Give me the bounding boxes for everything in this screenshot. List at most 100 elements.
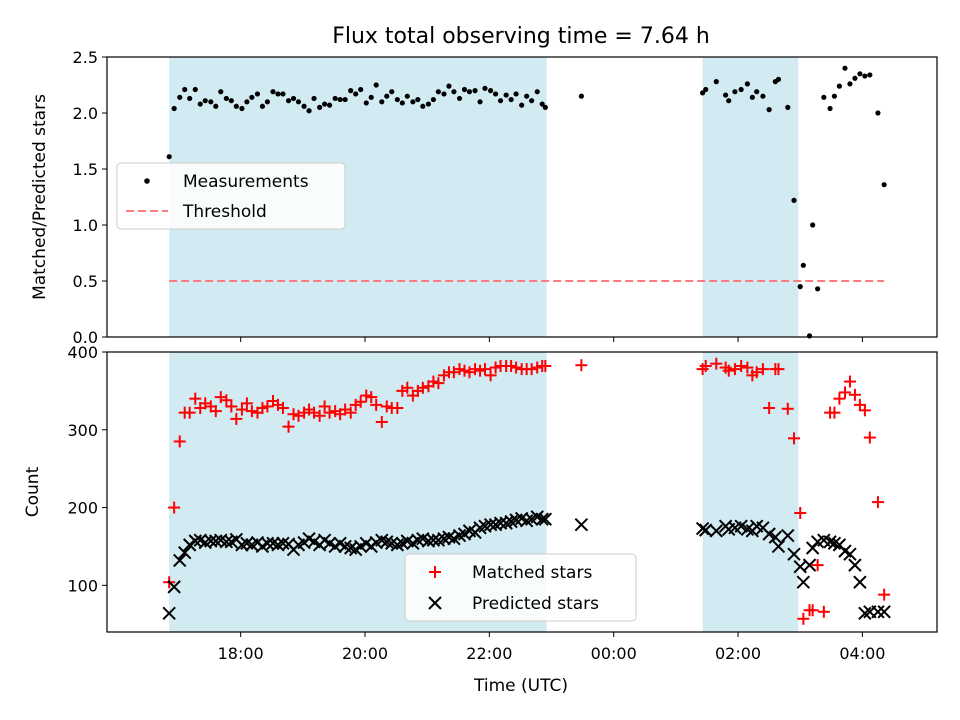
measurement-point [410, 99, 416, 105]
measurement-point [488, 88, 494, 94]
x-tick-label: 18:00 [218, 644, 264, 663]
predicted-stars-point [787, 547, 801, 561]
bottom-panel: 100 200 300 400 18:00 20:00 22:00 00:00 02:00 04:… [23, 343, 938, 696]
measurement-point [700, 90, 706, 96]
predicted-stars-point [858, 606, 872, 621]
bottom-panel-ylabel: Count [23, 466, 43, 517]
measurement-point [881, 182, 887, 188]
matched-stars-point [863, 431, 876, 444]
predicted-stars-point [162, 606, 176, 621]
predicted-stars-point [266, 536, 280, 551]
measurement-point [182, 86, 188, 93]
measurement-point [228, 98, 234, 104]
y-tick-label: 100 [67, 576, 98, 595]
matched-stars-point [878, 588, 891, 601]
matched-stars-point [391, 402, 404, 414]
predicted-stars-point [209, 534, 223, 548]
measurement-point [373, 82, 379, 88]
measurement-point [836, 83, 842, 89]
predicted-stars-point [488, 517, 503, 532]
y-tick-label: 0.5 [73, 272, 98, 291]
measurement-point [332, 95, 338, 102]
matched-stars-point [323, 406, 336, 419]
predicted-stars-point [504, 514, 518, 529]
matched-stars-point [510, 361, 523, 374]
measurement-point [322, 101, 328, 107]
matched-stars-point [245, 405, 258, 418]
predicted-stars-point [574, 517, 589, 532]
measurement-point [821, 94, 827, 100]
measurement-point [177, 94, 183, 100]
predicted-stars-point [271, 538, 285, 552]
matched-stars-point [183, 406, 196, 419]
measurement-point [415, 96, 421, 103]
matched-stars-point [365, 391, 378, 404]
measurement-point [827, 105, 833, 112]
predicted-stars-point [375, 533, 389, 547]
x-axis-label: Time (UTC) [473, 676, 568, 696]
predicted-stars-point [235, 538, 249, 552]
predicted-stars-point [182, 538, 197, 552]
measurement-point [275, 91, 281, 97]
bottom-legend-box [404, 553, 637, 622]
measurement-point [348, 88, 354, 94]
y-tick-label: 400 [67, 343, 98, 362]
measurement-point [744, 81, 750, 87]
measurement-point [249, 94, 255, 100]
x-tick-label: 02:00 [715, 644, 761, 663]
measurement-point [503, 92, 509, 98]
y-tick-label: 2.5 [73, 48, 98, 67]
y-tick-label: 200 [67, 499, 98, 518]
top-panel-frame [106, 56, 938, 338]
matched-stars-point [354, 395, 367, 408]
measurement-point [264, 99, 271, 105]
measurement-point [749, 94, 755, 100]
matched-stars-point [788, 432, 801, 445]
predicted-stars-point [877, 605, 891, 619]
bottom-panel-data [162, 357, 891, 625]
measurement-point [270, 89, 276, 95]
measurement-point [202, 98, 208, 104]
predicted-stars-point [538, 512, 553, 526]
measurement-point [732, 89, 738, 95]
predicted-stars-point [843, 547, 857, 561]
predicted-stars-point [411, 533, 425, 547]
measurement-point [472, 88, 478, 94]
measurement-point [760, 93, 766, 99]
x-tick-label: 04:00 [839, 644, 885, 663]
measurement-point [404, 93, 410, 99]
measurement-point [519, 102, 525, 108]
predicted-stars-point [768, 530, 783, 544]
predicted-stars-point [695, 521, 710, 536]
predicted-stars-point [823, 535, 837, 549]
measurement-point [713, 79, 719, 85]
predicted-stars-point [771, 539, 786, 554]
matched-stars-point [313, 409, 326, 422]
top-legend: Measurements Threshold [116, 162, 346, 230]
measurement-point [379, 99, 385, 105]
measurement-point [358, 86, 364, 93]
measurement-point [192, 86, 198, 93]
measurement-point [738, 86, 744, 93]
matched-stars-point [173, 435, 186, 448]
measurement-point [451, 89, 457, 95]
predicted-stars-point [871, 605, 885, 619]
measurement-point [368, 94, 374, 100]
measurement-point [342, 96, 348, 103]
matched-stars-point [828, 406, 841, 419]
measurement-point [254, 91, 261, 97]
measurement-point [311, 95, 317, 102]
bottom-panel-axes: 100 200 300 400 18:00 20:00 22:00 00:00 02:00 04:… [67, 343, 885, 663]
chart-title: Flux total observing time = 7.64 h [332, 24, 710, 49]
matched-stars-point [838, 386, 851, 399]
legend-measurements-marker [144, 178, 150, 184]
matched-stars-point [806, 604, 819, 617]
measurement-point [301, 103, 307, 109]
measurement-point [389, 89, 395, 95]
measurement-point [831, 93, 838, 99]
matched-stars-point [261, 400, 274, 413]
predicted-stars-point [853, 575, 867, 589]
measurement-point [441, 91, 447, 97]
predicted-stars-point [452, 528, 467, 543]
predicted-stars-point [167, 580, 181, 594]
